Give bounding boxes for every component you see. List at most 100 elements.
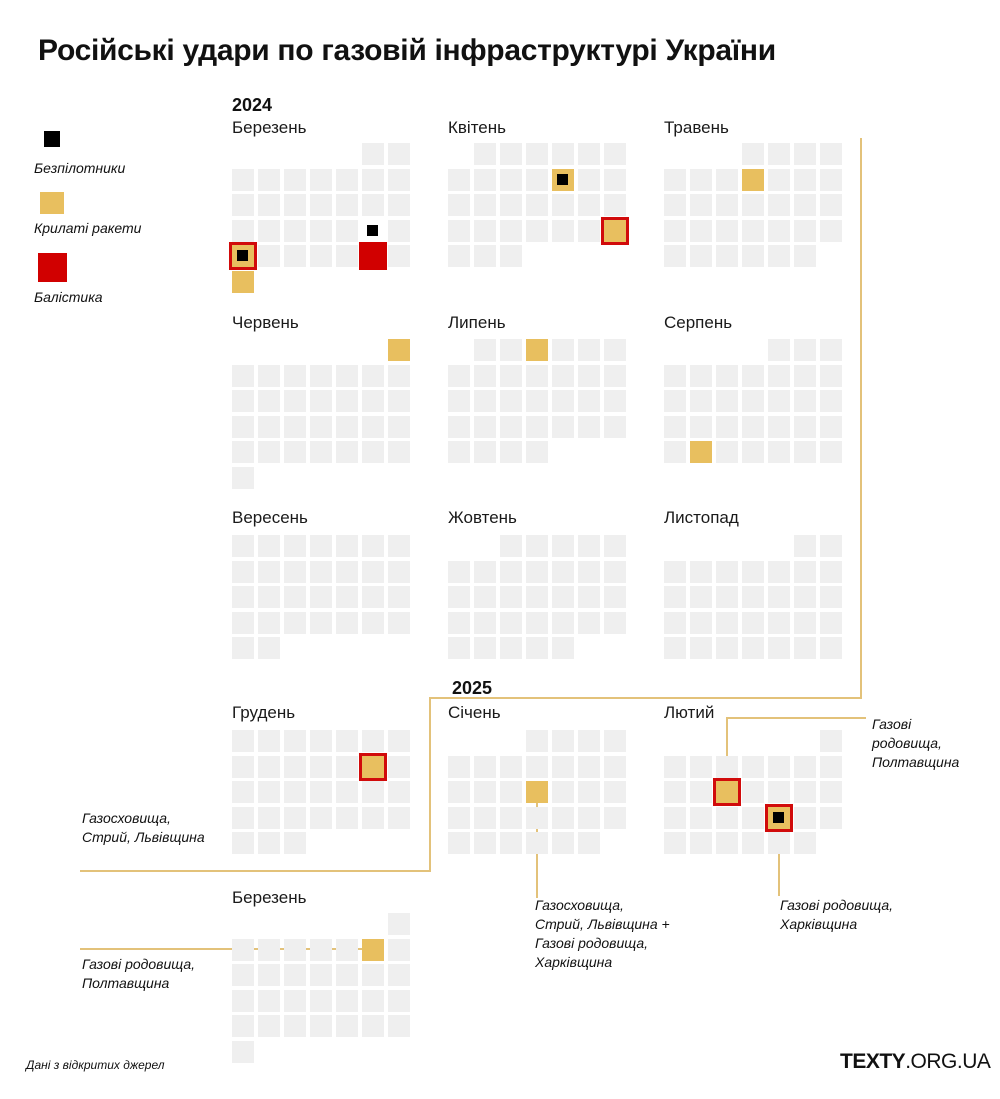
day-cell [578, 168, 600, 191]
day-cell [552, 143, 574, 165]
day-cell [362, 194, 384, 216]
day-cell [310, 168, 332, 191]
day-cell [474, 637, 496, 659]
day-cell [232, 964, 254, 986]
drone-marker-icon [367, 224, 378, 236]
day-cell [742, 806, 764, 829]
day-cell [362, 806, 384, 829]
day-cell [310, 806, 332, 829]
day-cell [716, 755, 738, 778]
annotation-dec: Газосховища, Стрий, Львівщина [82, 810, 205, 845]
day-cell [794, 755, 816, 778]
day-cell [232, 219, 254, 242]
day-cell [716, 245, 738, 267]
day-cell [604, 730, 626, 752]
day-cell [500, 168, 522, 191]
day-cell [284, 755, 306, 778]
day-cell [474, 339, 496, 361]
day-cell [578, 415, 600, 438]
day-cell [526, 611, 548, 634]
day-cell [768, 441, 790, 463]
day-cell [604, 586, 626, 608]
day-cell [552, 219, 574, 242]
day-cell [258, 168, 280, 191]
day-cell [362, 586, 384, 608]
day-cell [474, 415, 496, 438]
day-cell [742, 219, 764, 242]
day-cell [664, 637, 686, 659]
day-cell [336, 245, 358, 267]
day-cell [768, 832, 790, 854]
day-cell [664, 364, 686, 387]
day-cell [820, 730, 842, 752]
legend-label-ballistic: Балістика [34, 289, 103, 305]
day-cell [258, 364, 280, 387]
day-cell [232, 755, 254, 778]
day-cell [664, 415, 686, 438]
day-cell [258, 730, 280, 752]
day-cell [552, 364, 574, 387]
day-cell [388, 194, 410, 216]
day-cell [794, 194, 816, 216]
day-cell [310, 219, 332, 242]
day-cell [232, 194, 254, 216]
day-cell [336, 806, 358, 829]
day-cell [794, 781, 816, 803]
day-cell [258, 535, 280, 557]
day-cell [690, 806, 712, 829]
day-cell [310, 535, 332, 557]
day-cell [690, 560, 712, 583]
day-cell [336, 938, 358, 961]
day-cell [232, 637, 254, 659]
month-label: Липень [448, 313, 506, 332]
day-cell [690, 611, 712, 634]
day-cell [604, 535, 626, 557]
day-cell [362, 964, 384, 986]
strike-day-cell [526, 339, 548, 361]
day-cell [820, 535, 842, 557]
day-cell [258, 611, 280, 634]
day-cell [500, 781, 522, 803]
day-cell [362, 560, 384, 583]
day-cell [690, 245, 712, 267]
day-cell [336, 730, 358, 752]
day-cell [604, 143, 626, 165]
day-cell [388, 781, 410, 803]
day-cell [578, 611, 600, 634]
day-cell [768, 339, 790, 361]
day-cell [284, 219, 306, 242]
day-cell [284, 441, 306, 463]
day-cell [336, 168, 358, 191]
day-cell [578, 730, 600, 752]
day-cell [526, 806, 548, 829]
day-cell [794, 364, 816, 387]
day-cell [362, 415, 384, 438]
day-cell [258, 390, 280, 412]
day-cell [552, 535, 574, 557]
day-cell [500, 832, 522, 854]
day-cell [578, 806, 600, 829]
day-cell [526, 143, 548, 165]
day-cell [690, 364, 712, 387]
day-cell [664, 611, 686, 634]
texty-logo[interactable]: TEXTY.ORG.UA [840, 1050, 991, 1074]
day-cell [716, 806, 738, 829]
day-cell [336, 964, 358, 986]
day-cell [690, 194, 712, 216]
day-cell [820, 755, 842, 778]
day-cell [578, 339, 600, 361]
day-cell [500, 245, 522, 267]
day-cell [232, 611, 254, 634]
day-cell [232, 441, 254, 463]
day-cell [664, 194, 686, 216]
day-cell [232, 364, 254, 387]
day-cell [768, 194, 790, 216]
day-cell [284, 611, 306, 634]
day-cell [794, 415, 816, 438]
day-cell [474, 441, 496, 463]
day-cell [690, 390, 712, 412]
day-cell [500, 415, 522, 438]
day-cell [742, 560, 764, 583]
day-cell [448, 586, 470, 608]
day-cell [604, 781, 626, 803]
